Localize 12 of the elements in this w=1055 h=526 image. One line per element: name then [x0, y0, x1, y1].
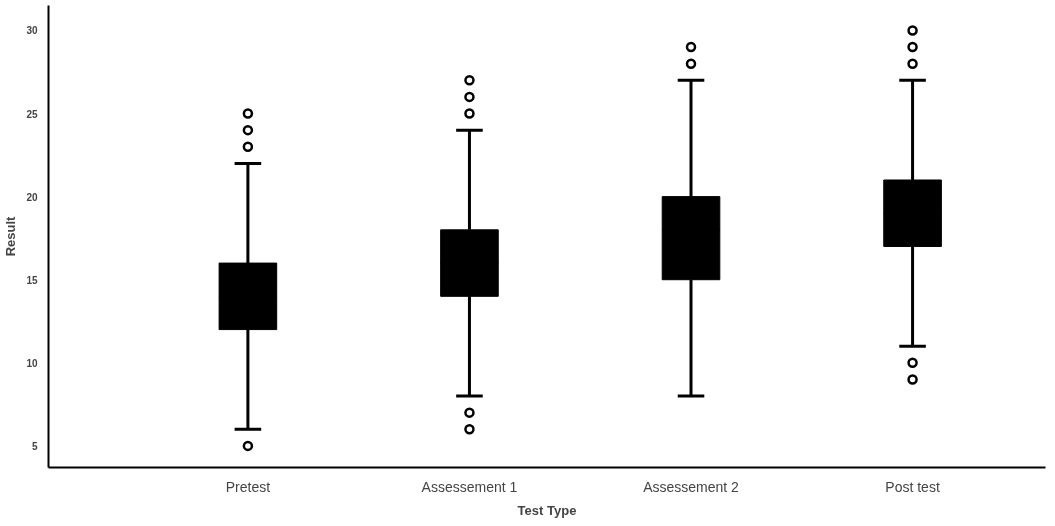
x-tick-label: Assessement 2	[643, 478, 740, 495]
y-tick-label: 25	[26, 108, 38, 120]
y-tick-label: 20	[26, 191, 38, 203]
x-tick-label: Assessement 1	[421, 478, 518, 495]
y-axis-title: Result	[3, 215, 19, 257]
y-tick-label: 10	[26, 357, 38, 369]
x-tick-label: Pretest	[225, 478, 271, 495]
y-tick-label: 5	[31, 440, 38, 452]
x-tick-label: Post test	[885, 478, 940, 495]
x-axis-title: Test Type	[517, 502, 577, 518]
y-tick-label: 15	[26, 274, 38, 286]
y-tick-label: 30	[26, 25, 38, 37]
